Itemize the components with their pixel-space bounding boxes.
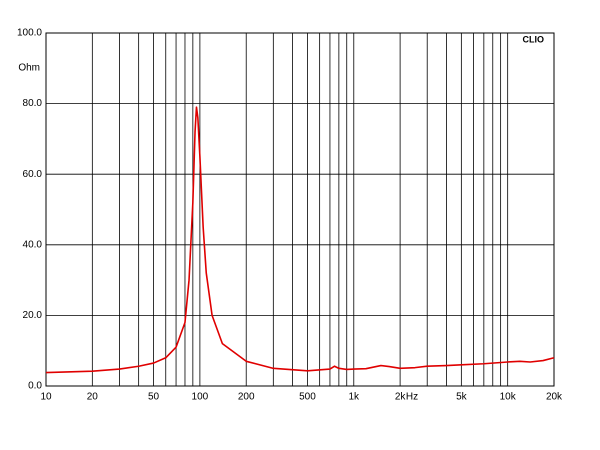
brand-label: CLIO bbox=[523, 34, 545, 44]
y-tick-label: 40.0 bbox=[23, 239, 43, 250]
y-tick-label: 80.0 bbox=[23, 98, 43, 109]
x-tick-label: 2k bbox=[395, 392, 407, 403]
x-tick-label: 100 bbox=[192, 392, 209, 403]
x-tick-label: 50 bbox=[148, 392, 160, 403]
x-tick-label: 20k bbox=[546, 392, 563, 403]
y-tick-label: 0.0 bbox=[28, 381, 42, 392]
x-tick-label: 10 bbox=[40, 392, 52, 403]
x-tick-label: 20 bbox=[87, 392, 99, 403]
x-tick-label: 200 bbox=[238, 392, 255, 403]
y-unit: Ohm bbox=[18, 63, 40, 74]
y-tick-label: 20.0 bbox=[23, 310, 43, 321]
x-tick-label: 500 bbox=[299, 392, 316, 403]
y-tick-label: 60.0 bbox=[23, 169, 43, 180]
y-tick-label: 100.0 bbox=[17, 28, 42, 39]
x-tick-label: 1k bbox=[349, 392, 361, 403]
impedance-curve bbox=[45, 106, 555, 374]
x-unit: Hz bbox=[406, 392, 418, 403]
plot-border bbox=[45, 32, 555, 387]
x-tick-label: 10k bbox=[500, 392, 517, 403]
x-tick-label: 5k bbox=[456, 392, 468, 403]
